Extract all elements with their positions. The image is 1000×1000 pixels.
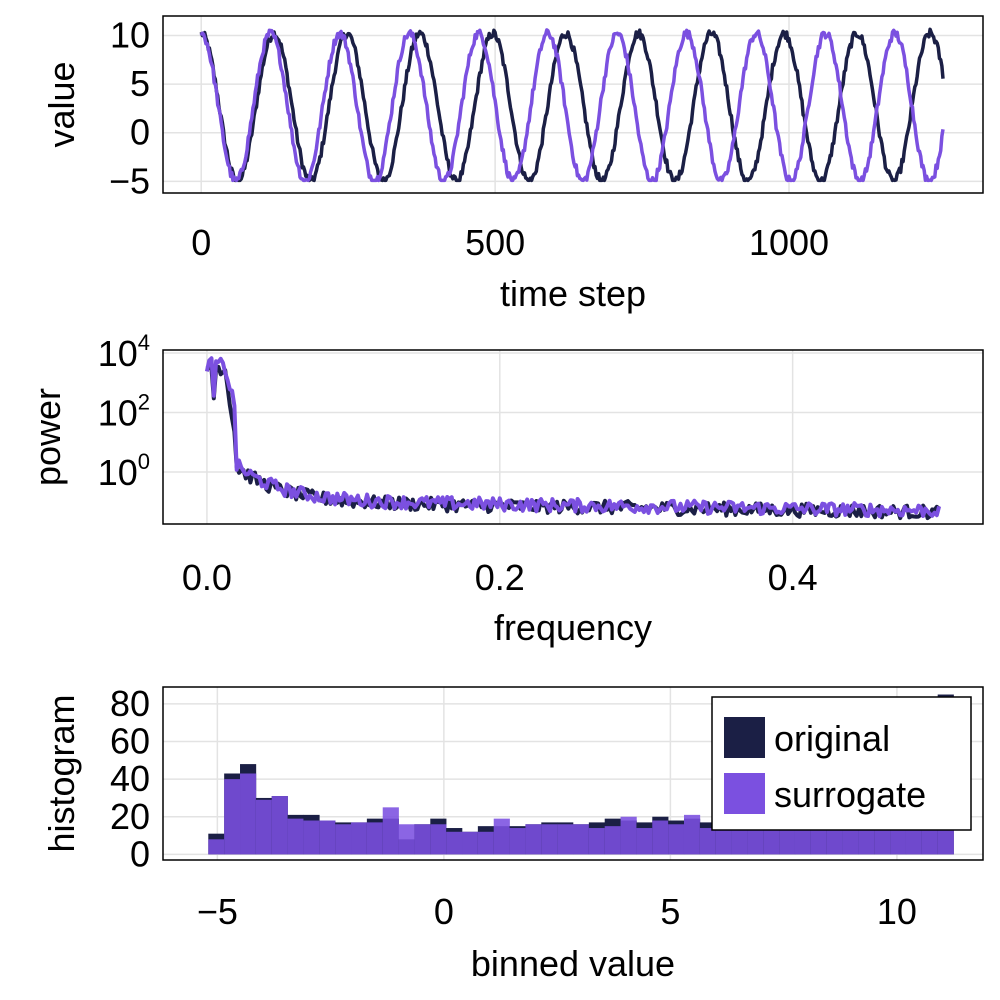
histogram-bar-surrogate xyxy=(398,824,415,855)
timeseries-ytick-label: −5 xyxy=(109,160,150,201)
legend-swatch-original xyxy=(724,717,765,758)
spectrum-xtick-label: 0.0 xyxy=(182,557,232,598)
histogram-xtick-label: 10 xyxy=(877,891,917,932)
histogram-frame xyxy=(162,686,984,861)
histogram-bar-surrogate xyxy=(541,824,558,855)
histogram-ytick-label: 60 xyxy=(110,721,150,762)
spectrum-ytick-base: 10 xyxy=(98,392,138,433)
timeseries-line-original xyxy=(199,27,945,183)
histogram-bar-surrogate xyxy=(588,828,606,855)
histogram-xtick-label: 5 xyxy=(660,891,680,932)
spectrum-xtick-label: 0.2 xyxy=(475,557,525,598)
histogram-xtick-label: −5 xyxy=(197,891,238,932)
spectrum-ytick-exponent: 4 xyxy=(138,330,150,355)
spectrum-ytick-label: 100 xyxy=(98,449,150,493)
histogram-bar-surrogate xyxy=(462,831,479,855)
spectrum-ytick-base: 10 xyxy=(98,452,138,493)
spectrum-ytick-label: 104 xyxy=(98,330,150,374)
histogram-bar-surrogate xyxy=(493,818,510,855)
timeseries-ytick-label: 10 xyxy=(110,14,150,55)
spectrum-ytick-label: 102 xyxy=(98,389,150,433)
spectrum-ytick-base: 10 xyxy=(98,333,138,374)
histogram-bar-surrogate xyxy=(636,828,653,855)
histogram-bar-surrogate xyxy=(208,839,225,855)
histogram-bar-surrogate xyxy=(477,831,495,855)
spectrum-xtick-label: 0.4 xyxy=(768,557,818,598)
histogram-bar-surrogate xyxy=(699,828,717,855)
histogram-bar-surrogate xyxy=(525,824,542,855)
timeseries-xlabel: time step xyxy=(500,273,646,314)
timeseries-xtick-label: 500 xyxy=(465,222,525,263)
histogram-bar-surrogate xyxy=(319,820,336,855)
histogram-bar-surrogate xyxy=(652,820,669,855)
histogram-bar-surrogate xyxy=(224,779,241,855)
timeseries-xtick-label: 0 xyxy=(191,222,211,263)
histogram-ylabel: histogram xyxy=(41,694,82,852)
spectrum-xlabel: frequency xyxy=(494,607,652,648)
histogram-bar-surrogate xyxy=(620,816,637,855)
histogram-bar-surrogate xyxy=(335,824,352,855)
histogram-xtick-label: 0 xyxy=(434,891,454,932)
histogram-ytick-label: 40 xyxy=(110,758,150,799)
histogram-bar-surrogate xyxy=(557,824,574,855)
timeseries-panel: 0 500 1000 −5 0 5 10 time step value xyxy=(41,14,983,314)
histogram-ytick-label: 20 xyxy=(110,796,150,837)
histogram-bar-surrogate xyxy=(683,814,701,855)
histogram-bar-surrogate xyxy=(240,773,257,855)
timeseries-xtick-label: 1000 xyxy=(749,222,829,263)
histogram-bar-surrogate xyxy=(414,824,431,855)
histogram-bar-surrogate xyxy=(668,824,685,855)
histogram-bar-surrogate xyxy=(271,796,288,855)
legend-swatch-surrogate xyxy=(724,773,765,814)
histogram-bar-surrogate xyxy=(303,820,320,855)
histogram-legend: original surrogate xyxy=(711,696,972,831)
spectrum-ytick-exponent: 2 xyxy=(138,389,150,414)
histogram-bar-surrogate xyxy=(287,818,304,855)
histogram-bar-surrogate xyxy=(382,807,399,855)
timeseries-ytick-label: 5 xyxy=(130,63,150,104)
histogram-bar-surrogate xyxy=(255,799,273,855)
spectrum-frame xyxy=(162,349,984,525)
histogram-bar-surrogate xyxy=(351,822,368,855)
histogram-bar-surrogate xyxy=(604,826,621,855)
legend-label-surrogate: surrogate xyxy=(774,774,926,815)
histogram-bar-surrogate xyxy=(430,824,447,855)
timeseries-ylabel: value xyxy=(41,61,82,147)
timeseries-ytick-label: 0 xyxy=(130,112,150,153)
histogram-xlabel: binned value xyxy=(471,943,675,984)
histogram-bar-surrogate xyxy=(509,828,526,855)
timeseries-line-surrogate xyxy=(199,28,945,183)
spectrum-line-surrogate xyxy=(204,356,942,519)
spectrum-ylabel: power xyxy=(27,388,68,486)
legend-label-original: original xyxy=(774,718,890,759)
timeseries-frame xyxy=(162,15,984,194)
histogram-bar-surrogate xyxy=(366,822,384,855)
histogram-ytick-label: 80 xyxy=(110,683,150,724)
histogram-bar-surrogate xyxy=(573,824,590,855)
histogram-ytick-label: 0 xyxy=(130,833,150,874)
spectrum-ytick-exponent: 0 xyxy=(138,449,150,474)
histogram-bar-surrogate xyxy=(446,831,463,855)
